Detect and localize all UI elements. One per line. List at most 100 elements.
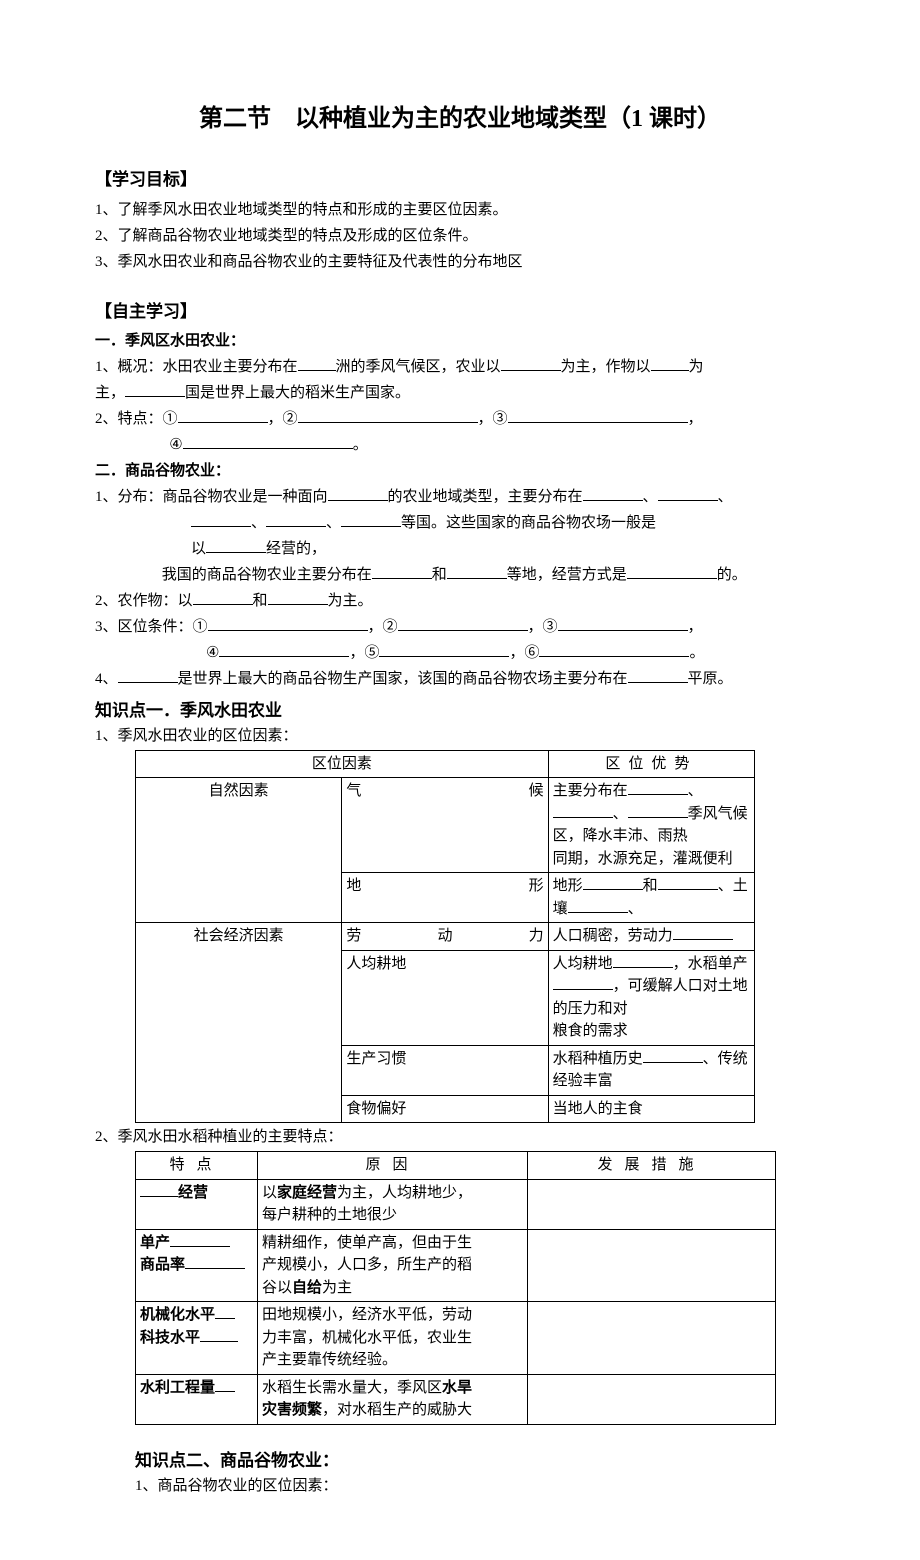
objective-item: 1、了解季风水田农业地域类型的特点和形成的主要区位因素。 — [95, 198, 825, 222]
text: 3、区位条件：① — [95, 619, 208, 635]
blank — [628, 803, 688, 818]
table-cell: 地形 — [342, 873, 548, 923]
table-cell: 精耕细作，使单产高，但由于生 产规模小，人口多，所生产的稻 谷以自给为主 — [258, 1229, 528, 1302]
table-cell: 以家庭经营为主，人均耕地少， 每户耕种的土地很少 — [258, 1179, 528, 1229]
table-cell — [528, 1302, 776, 1375]
text: ④ — [206, 645, 219, 661]
text: 2、特点：① — [95, 411, 178, 427]
table-cell: 主要分布在、、季风气候区，降水丰沛、雨热 同期，水源充足，灌溉便利 — [548, 778, 754, 873]
fill-line: 4、是世界上最大的商品谷物生产国家，该国的商品谷物农场主要分布在平原。 — [95, 667, 825, 691]
blank — [118, 668, 178, 683]
blank — [183, 434, 353, 449]
table-cell: 人均耕地 — [342, 950, 548, 1045]
text: 为主，人均耕地少， — [337, 1185, 472, 1201]
location-factors-table: 区位因素 区位优势 自然因素 气候 主要分布在、、季风气候区，降水丰沛、雨热 同… — [135, 750, 755, 1124]
text: 经营的， — [266, 541, 326, 557]
text: ，② — [268, 411, 298, 427]
blank — [170, 1232, 230, 1247]
blank — [628, 780, 688, 795]
text: 为主，作物以 — [561, 359, 651, 375]
blank — [298, 356, 336, 371]
text: 、 — [688, 783, 703, 799]
table-row: 自然因素 气候 主要分布在、、季风气候区，降水丰沛、雨热 同期，水源充足，灌溉便… — [136, 778, 755, 873]
text: 。 — [689, 645, 704, 661]
fill-line: 主， 国是世界上最大的稻米生产国家。 — [95, 381, 825, 405]
text: ，对水稻生产的威胁大 — [322, 1402, 472, 1418]
table-cell: 当地人的主食 — [548, 1095, 754, 1123]
text: 和 — [643, 878, 658, 894]
table-cell: 人均耕地，水稻单产，可缓解人口对土地的压力和对 粮食的需求 — [548, 950, 754, 1045]
text: 机械化水平 — [140, 1307, 215, 1323]
table-header: 原因 — [258, 1152, 528, 1180]
text: 粮食的需求 — [553, 1023, 628, 1039]
table-cell: 生产习惯 — [342, 1045, 548, 1095]
table-cell — [528, 1179, 776, 1229]
text: 2、农作物：以 — [95, 593, 193, 609]
blank — [215, 1304, 235, 1319]
text: 国是世界上最大的稻米生产国家。 — [185, 385, 410, 401]
blank — [658, 875, 718, 890]
blank — [219, 642, 349, 657]
subsection-1-title: 一．季风区水田农业： — [95, 329, 825, 353]
text: ，⑥ — [509, 645, 539, 661]
table-cell: 自然因素 — [136, 778, 342, 923]
table-header: 区位优势 — [548, 750, 754, 778]
text: 科技水平 — [140, 1330, 200, 1346]
text: 同期，水源充足，灌溉便利 — [553, 851, 733, 867]
text: ， — [688, 619, 703, 635]
knowledge-2-sub1: 1、商品谷物农业的区位因素： — [135, 1474, 825, 1498]
text: 为 — [689, 359, 704, 375]
table-cell: 水稻种植历史、传统经验丰富 — [548, 1045, 754, 1095]
blank — [185, 1254, 245, 1269]
text: 水利工程量 — [140, 1380, 215, 1396]
text: 人口稠密，劳动力 — [553, 928, 673, 944]
text: 力丰富，机械化水平低，农业生 — [262, 1330, 472, 1346]
table-row: 经营 以家庭经营为主，人均耕地少， 每户耕种的土地很少 — [136, 1179, 776, 1229]
table-cell: 气候 — [342, 778, 548, 873]
blank — [627, 564, 717, 579]
fill-line: 2、农作物：以 和 为主。 — [95, 589, 825, 613]
blank — [658, 486, 718, 501]
table-cell — [528, 1374, 776, 1424]
text: 以 — [191, 541, 206, 557]
text: 单产 — [140, 1235, 170, 1251]
table-cell: 单产 商品率 — [136, 1229, 258, 1302]
text: ，② — [368, 619, 398, 635]
blank — [200, 1327, 238, 1342]
fill-line: ④。 — [95, 433, 825, 457]
text: 和 — [253, 593, 268, 609]
text: 灾害频繁 — [262, 1402, 322, 1418]
table-cell: 水利工程量 — [136, 1374, 258, 1424]
text: 和 — [432, 567, 447, 583]
table-cell: 机械化水平 科技水平 — [136, 1302, 258, 1375]
text: ，③ — [528, 619, 558, 635]
blank — [398, 616, 528, 631]
table-cell: 人口稠密，劳动力 — [548, 923, 754, 951]
text: 1、概况：水田农业主要分布在 — [95, 359, 298, 375]
table-cell: 社会经济因素 — [136, 923, 342, 1123]
table-cell: 劳动力 — [342, 923, 548, 951]
characteristics-table: 特点 原因 发展措施 经营 以家庭经营为主，人均耕地少， 每户耕种的土地很少 单… — [135, 1151, 776, 1425]
text: 为主 — [322, 1280, 352, 1296]
text: 的农业地域类型，主要分布在 — [388, 489, 583, 505]
blank — [539, 642, 689, 657]
page-title: 第二节 以种植业为主的农业地域类型（1 课时） — [95, 100, 825, 138]
table-cell — [528, 1229, 776, 1302]
text: 主， — [95, 385, 125, 401]
blank — [583, 486, 643, 501]
table-cell: 食物偏好 — [342, 1095, 548, 1123]
text: ， — [688, 411, 703, 427]
text: 、 — [251, 515, 266, 531]
blank — [206, 538, 266, 553]
text: 为主。 — [328, 593, 373, 609]
text: 洲的季风气候区，农业以 — [336, 359, 501, 375]
text: 我国的商品谷物农业主要分布在 — [162, 567, 372, 583]
text: 经营 — [178, 1185, 208, 1201]
blank — [379, 642, 509, 657]
blank — [341, 512, 401, 527]
blank — [643, 1048, 703, 1063]
blank — [208, 616, 368, 631]
table-cell: 水稻生长需水量大，季风区水旱 灾害频繁，对水稻生产的威胁大 — [258, 1374, 528, 1424]
text: 田地规模小，经济水平低，劳动 — [262, 1307, 472, 1323]
text: 产主要靠传统经验。 — [262, 1352, 397, 1368]
